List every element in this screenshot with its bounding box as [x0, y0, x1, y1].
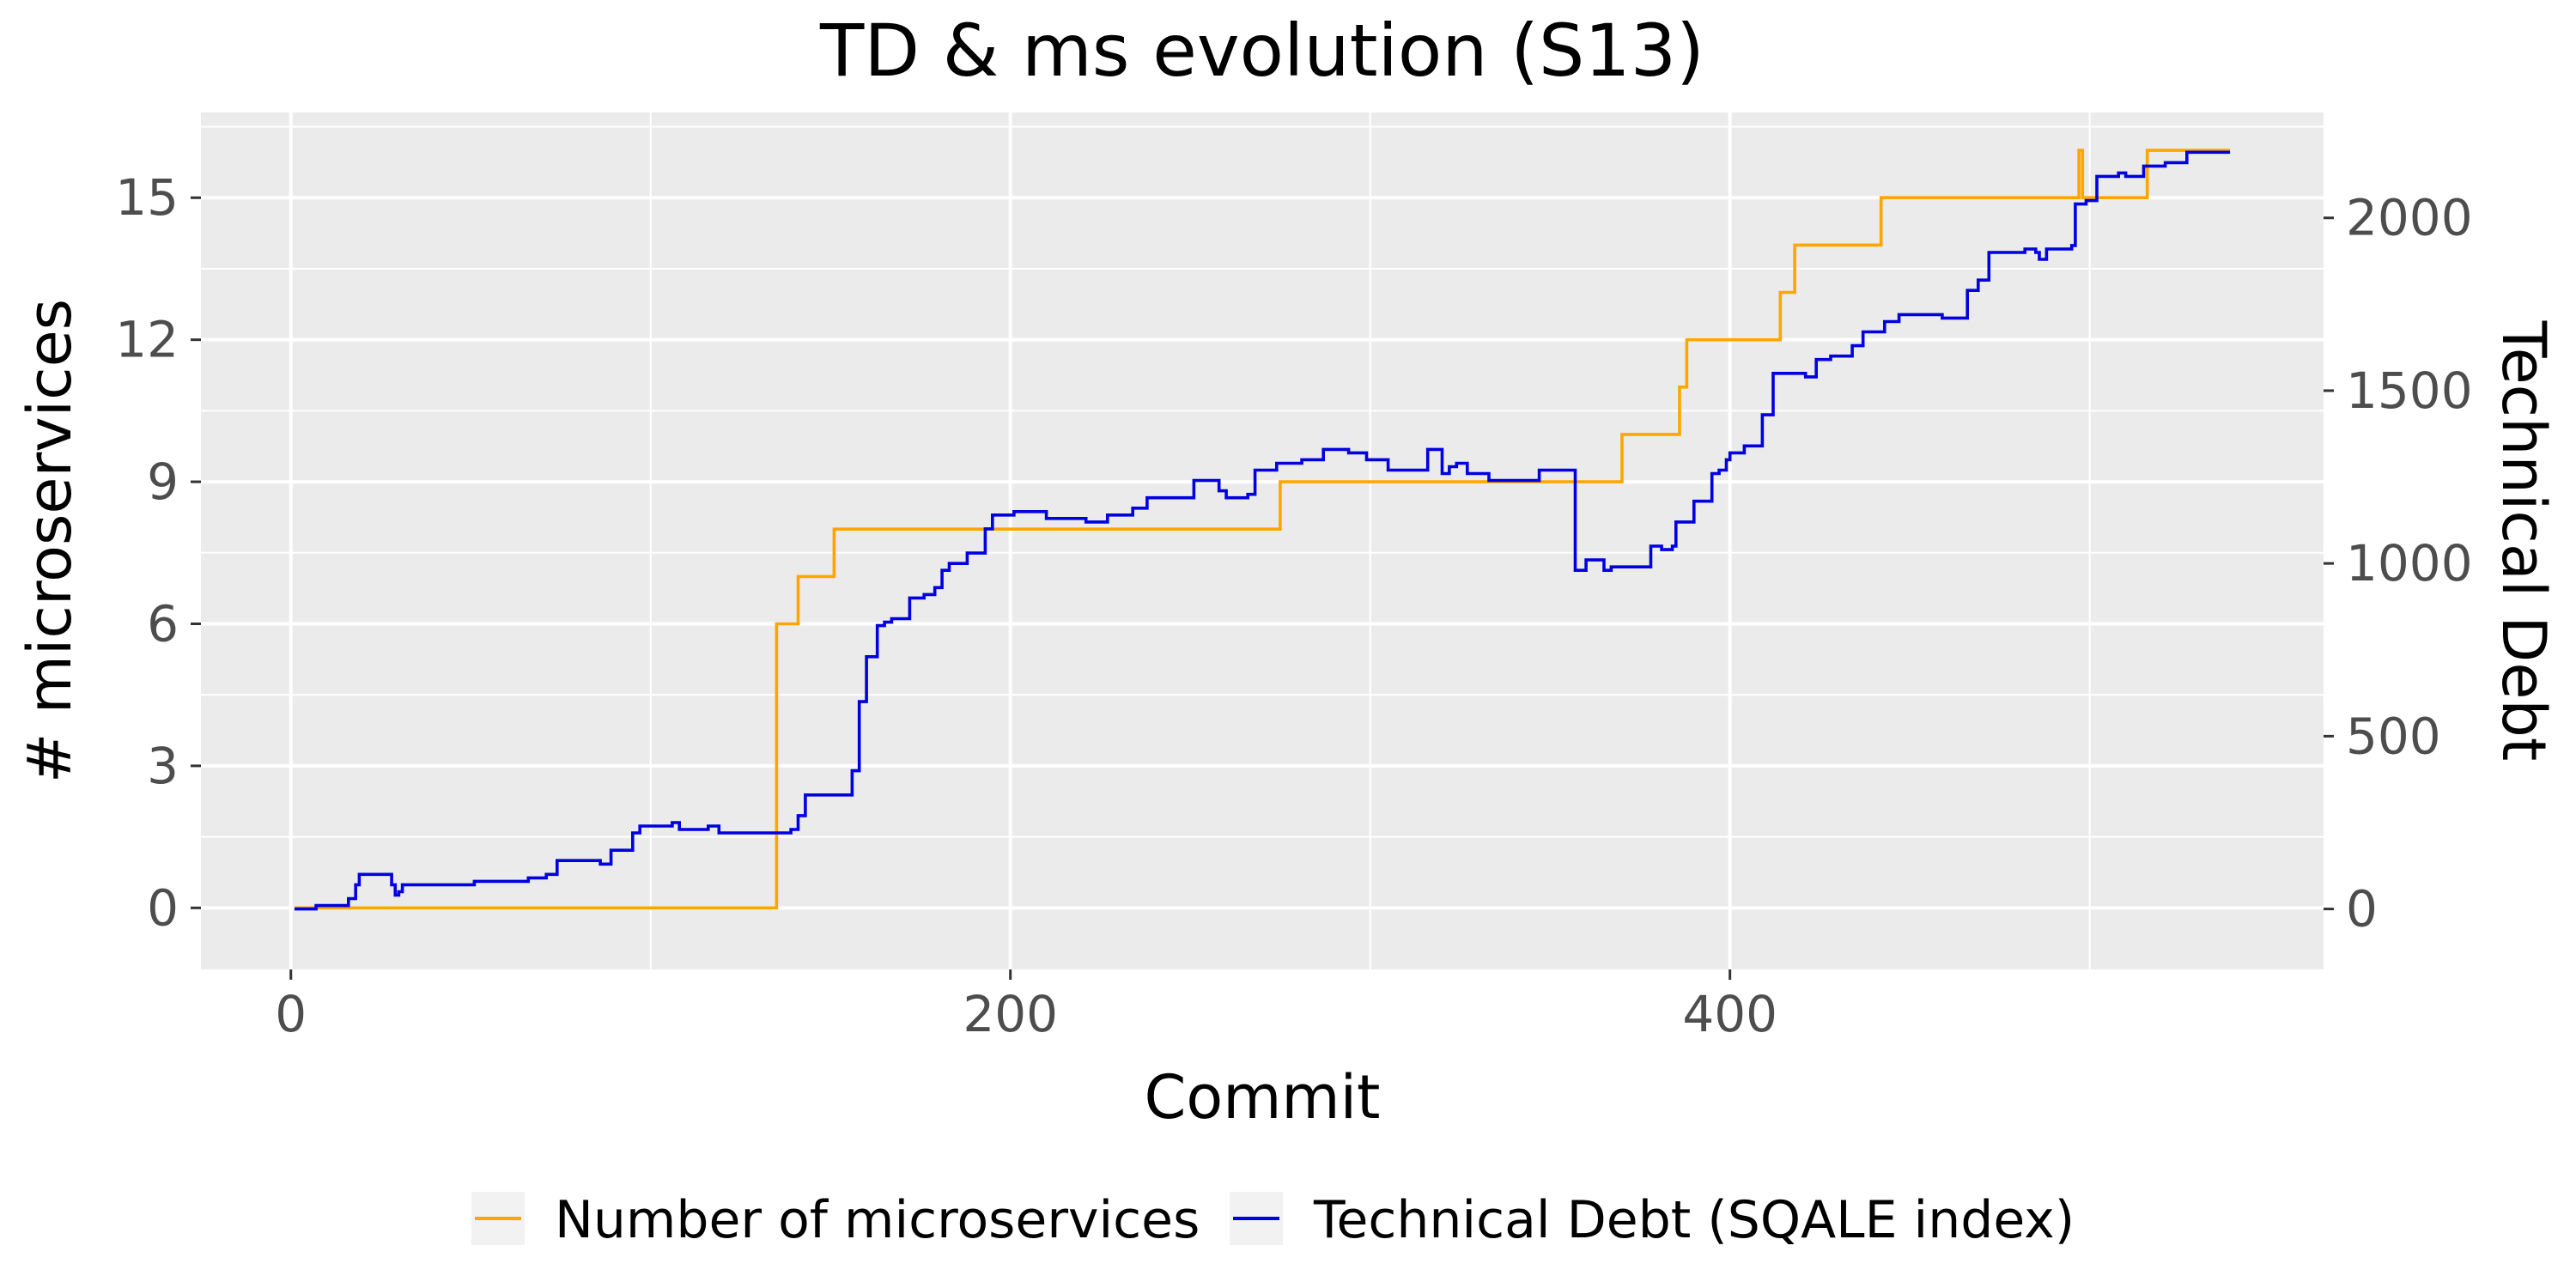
x-tick-label: 200 — [963, 985, 1058, 1043]
y-right-tick-label: 0 — [2346, 880, 2378, 939]
y-right-tick-label: 2000 — [2346, 189, 2473, 247]
series-layer — [294, 149, 2231, 911]
legend-item-technical-debt: Technical Debt (SQALE index) — [1230, 1190, 2075, 1250]
y-axis-title-left: # microservices — [15, 299, 85, 783]
y-left-tick-label: 15 — [115, 168, 179, 227]
y-left-tick-label: 6 — [147, 594, 179, 653]
y-right-tick-label: 1500 — [2346, 361, 2473, 420]
grid — [201, 112, 2324, 969]
legend-item-microservices: Number of microservices — [471, 1190, 1200, 1250]
y-left-tick-label: 9 — [147, 453, 179, 511]
x-axis-title: Commit — [1145, 1062, 1381, 1133]
y-right-tick-label: 500 — [2346, 707, 2441, 765]
y-left-tick-label: 12 — [115, 311, 179, 369]
x-tick-label: 0 — [275, 985, 307, 1043]
ticks: 0 200 400 0 3 6 9 12 15 0 500 1000 1500 2000 — [115, 168, 2472, 1043]
legend: Number of microservices Technical Debt (… — [471, 1190, 2075, 1250]
legend-label-technical-debt: Technical Debt (SQALE index) — [1313, 1190, 2075, 1250]
series-line-technical-debt — [294, 150, 2231, 911]
x-tick-label: 400 — [1682, 985, 1777, 1043]
y-right-tick-label: 1000 — [2346, 534, 2473, 592]
series-line-microservices — [294, 149, 2231, 910]
chart-title: TD & ms evolution (S13) — [819, 9, 1704, 93]
y-axis-title-right: Technical Debt — [2488, 320, 2559, 762]
y-left-tick-label: 0 — [147, 878, 179, 937]
plot-panel — [201, 112, 2324, 969]
legend-label-microservices: Number of microservices — [555, 1190, 1200, 1250]
y-left-tick-label: 3 — [147, 737, 179, 795]
